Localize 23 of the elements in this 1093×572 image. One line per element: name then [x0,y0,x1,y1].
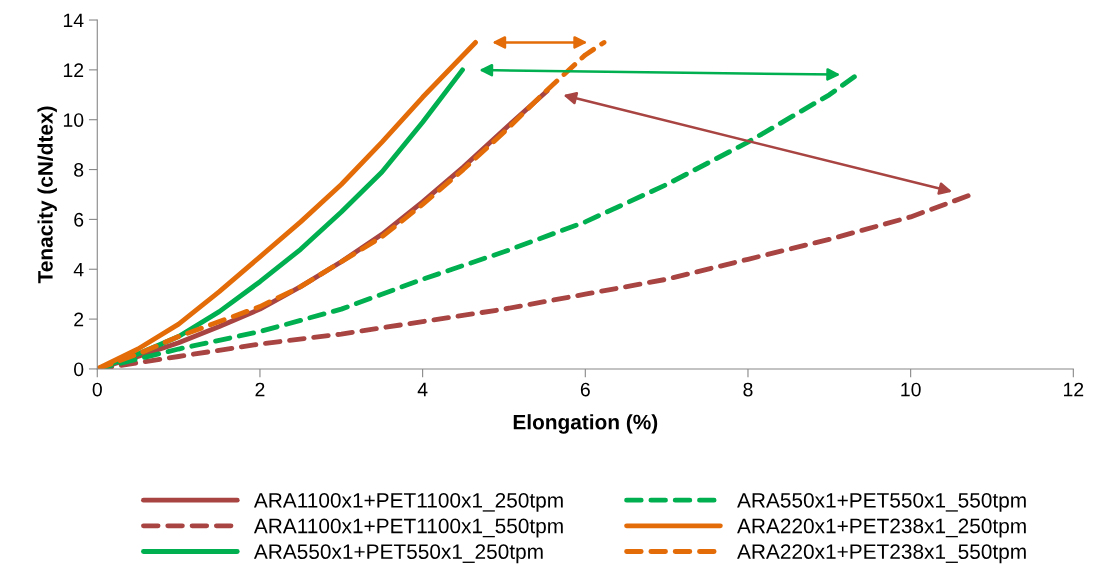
legend-label: ARA550x1+PET550x1_550tpm [737,492,1026,512]
legend-label: ARA1100x1+PET1100x1_550tpm [253,518,563,538]
y-tick-label: 4 [73,262,84,277]
legend-label: ARA220x1+PET238x1_550tpm [737,544,1026,564]
y-tick-label: 10 [63,113,84,127]
y-tick-label: 8 [74,163,84,177]
y-tick-label: 2 [74,312,84,327]
x-tick-label: 6 [580,382,590,397]
x-tick-label: 12 [1064,382,1084,397]
legend-label: ARA550x1+PET550x1_250tpm [253,544,543,564]
y-tick-label: 14 [63,13,84,28]
legend-label: ARA220x1+PET238x1_250tpm [737,518,1026,538]
x-tick-label: 0 [92,382,102,397]
x-tick-label: 2 [255,382,265,397]
x-axis-title: Elongation (%) [513,414,658,434]
y-tick-label: 0 [74,362,84,377]
x-tick-label: 4 [417,382,428,397]
y-axis-title: Tenacity (cN/dtex) [37,106,57,284]
x-tick-label: 8 [743,382,753,397]
y-tick-label: 12 [63,63,84,77]
y-tick-label: 6 [74,212,84,227]
legend-label: ARA1100x1+PET1100x1_250tpm [253,492,563,512]
x-tick-label: 10 [901,382,921,397]
